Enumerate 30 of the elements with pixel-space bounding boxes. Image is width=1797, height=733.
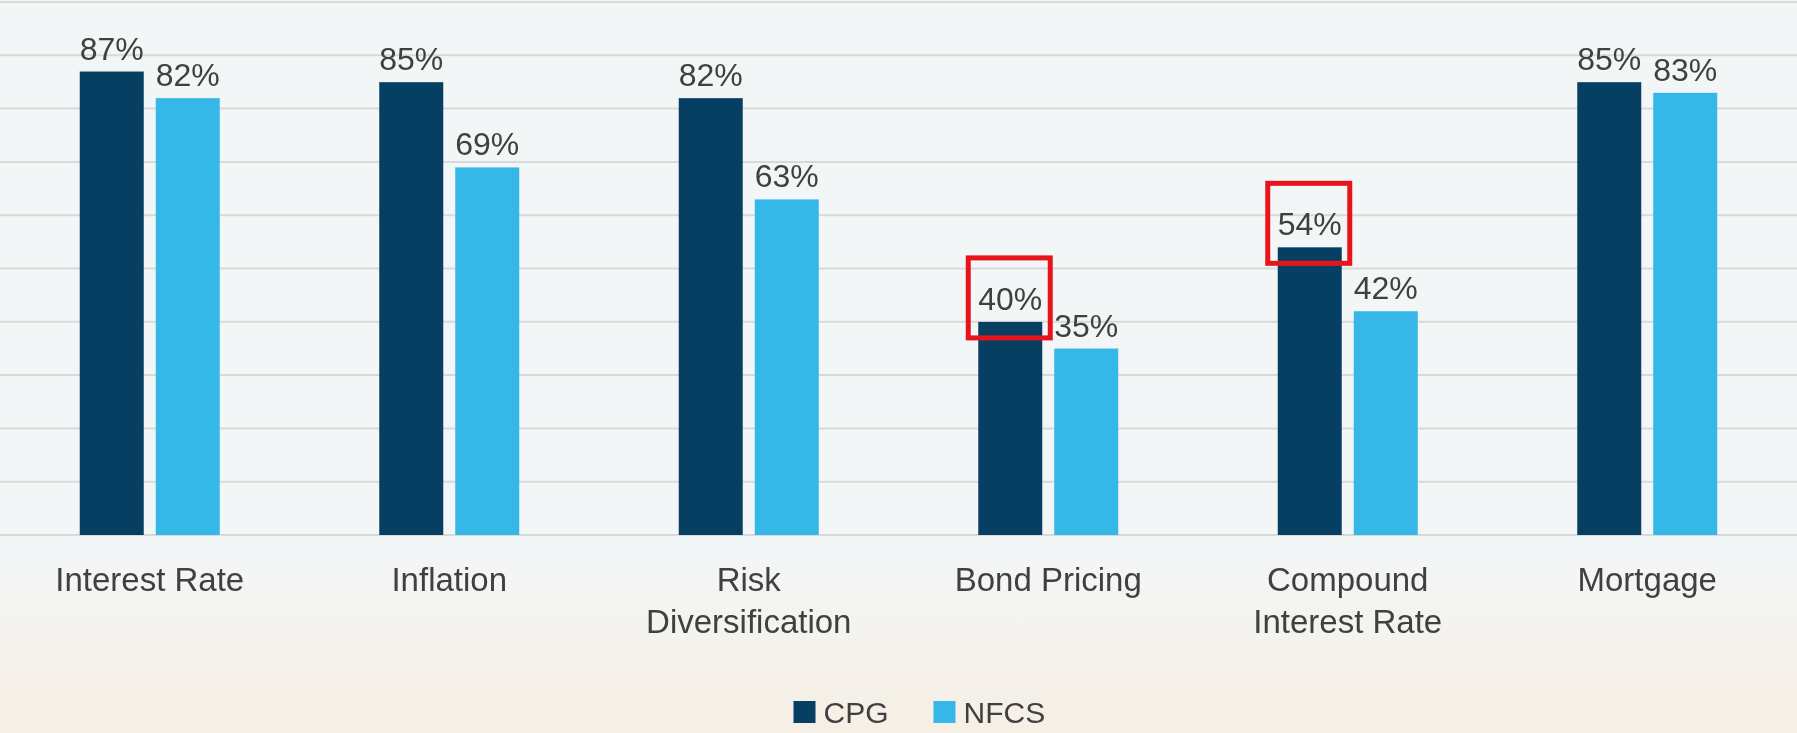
- data-label: 42%: [1353, 270, 1418, 307]
- x-tick-label: Interest Rate: [55, 561, 245, 598]
- data-label: 35%: [1054, 307, 1119, 344]
- bar: [455, 167, 520, 535]
- x-tick-label: Mortgage: [1577, 561, 1717, 598]
- legend-label: CPG: [823, 696, 889, 729]
- data-label: 40%: [978, 280, 1043, 317]
- x-tick-label: Risk Diversification: [646, 561, 852, 640]
- bar: [1054, 348, 1119, 535]
- x-tick-label: Bond Pricing: [954, 561, 1142, 598]
- data-label: 85%: [379, 41, 444, 78]
- bar: [1653, 92, 1718, 535]
- data-label: 87%: [79, 30, 144, 67]
- bar: [754, 199, 819, 535]
- x-tick-label: Compound Interest Rate: [1253, 561, 1443, 640]
- data-label: 85%: [1577, 41, 1642, 78]
- bar: [79, 71, 144, 535]
- x-tick-label: Inflation: [391, 561, 508, 598]
- bar: [1353, 311, 1418, 535]
- bar: [1577, 82, 1642, 535]
- legend-label: NFCS: [963, 696, 1046, 729]
- data-label: 69%: [455, 126, 520, 163]
- bar: [379, 82, 444, 535]
- data-label: 54%: [1277, 206, 1342, 243]
- data-label: 63%: [754, 158, 819, 195]
- bar: [678, 98, 743, 535]
- data-label: 82%: [155, 57, 220, 94]
- data-label: 83%: [1653, 51, 1718, 88]
- bar: [155, 98, 220, 535]
- data-label: 82%: [678, 57, 743, 94]
